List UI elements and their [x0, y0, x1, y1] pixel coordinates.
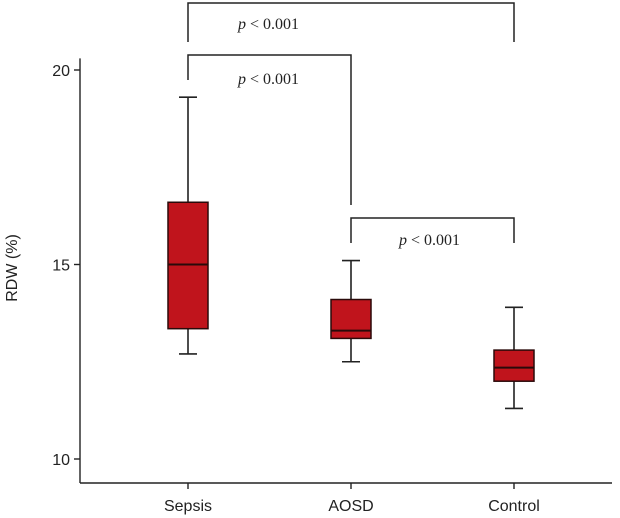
box-control [493, 306, 535, 410]
iqr-box-aosd [330, 298, 372, 340]
box-aosd [330, 259, 372, 363]
bracket-line-0 [187, 2, 515, 42]
boxes [167, 96, 535, 410]
bracket-label-2: p < 0.001 [398, 232, 460, 249]
x-tick-label-aosd: AOSD [328, 498, 373, 515]
bracket-line-2 [350, 217, 515, 243]
bracket-label-0: p < 0.001 [237, 16, 299, 33]
bracket-line-1 [187, 54, 352, 205]
significance-brackets: p < 0.001 p < 0.001 p < 0.001 [187, 2, 515, 249]
bracket-sepsis-aosd: p < 0.001 [187, 54, 352, 205]
x-tick-label-sepsis: Sepsis [164, 498, 212, 515]
y-tick-label-15: 15 [52, 258, 70, 275]
y-tick-label-10: 10 [52, 452, 70, 469]
axes: 10 15 20 Sepsis AOSD Control [52, 58, 612, 515]
iqr-box-control [493, 349, 535, 382]
y-tick-label-20: 20 [52, 63, 70, 80]
bracket-aosd-control: p < 0.001 [350, 217, 515, 249]
bracket-sepsis-control: p < 0.001 [187, 2, 515, 42]
x-tick-label-control: Control [488, 498, 540, 515]
y-axis-title: RDW (%) [4, 234, 21, 302]
bracket-label-1: p < 0.001 [237, 71, 299, 88]
box-sepsis [167, 96, 209, 355]
